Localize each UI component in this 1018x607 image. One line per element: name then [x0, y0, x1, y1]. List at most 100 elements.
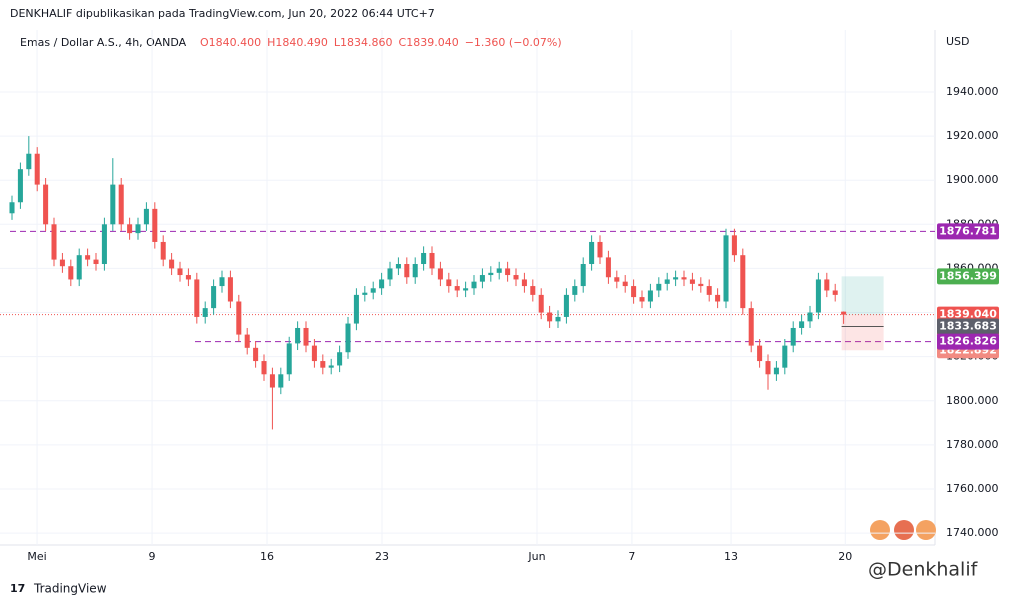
candle-body [76, 255, 82, 280]
candle-body [463, 288, 469, 291]
candle-body [765, 361, 771, 375]
candle-body [160, 241, 166, 260]
candle-body [43, 184, 49, 225]
candle-body [118, 184, 124, 225]
publisher: DENKHALIF dipublikasikan pada TradingVie… [10, 7, 435, 20]
flags [870, 520, 936, 540]
x-tick-label: 16 [260, 550, 274, 563]
candle-body [17, 169, 23, 203]
candle-body [563, 294, 569, 317]
candle-body [790, 327, 796, 346]
candle-body [328, 365, 334, 368]
candle-body [337, 352, 343, 366]
level-label-box [937, 333, 999, 350]
candle-body [505, 268, 511, 276]
candle-body [278, 374, 284, 388]
flag-icon [870, 520, 890, 540]
candle-body [253, 347, 259, 362]
candle-body [488, 272, 494, 276]
candle-body [807, 312, 813, 322]
target-label: 1856.399 [939, 269, 997, 282]
candle-body [311, 345, 317, 362]
candle-body [681, 277, 687, 280]
candle-body [127, 224, 133, 234]
candle-body [345, 323, 351, 353]
flag-icon [894, 520, 914, 540]
candle-body [547, 312, 553, 322]
candle-body [673, 277, 679, 280]
candle-body [815, 279, 821, 313]
x-tick-label: 7 [628, 550, 635, 563]
level-label-box [937, 223, 999, 240]
candle-body [404, 264, 410, 278]
candle-body [622, 281, 628, 287]
flag-icon [916, 520, 936, 540]
candle-body [723, 235, 729, 302]
y-tick-label: 1940.000 [946, 85, 999, 98]
y-tick-label: 1800.000 [946, 394, 999, 407]
candle-body [202, 308, 208, 317]
candle-body [698, 283, 704, 287]
x-tick-label: Mei [27, 550, 46, 563]
target-label-box [937, 268, 999, 285]
candle-body [51, 224, 57, 260]
candle-body [370, 288, 376, 293]
candle-body [429, 252, 435, 269]
candle-body [194, 279, 200, 317]
candle-body [639, 297, 645, 302]
candle-body [286, 343, 292, 375]
candle-body [841, 311, 847, 315]
position-line-label-box [937, 318, 999, 335]
position-line-label: 1833.683 [939, 319, 997, 332]
candle-body [143, 208, 149, 225]
x-tick-label: Jun [527, 550, 545, 563]
candle-body [219, 277, 225, 287]
candle-body [538, 294, 544, 313]
candle-body [521, 279, 527, 287]
x-tick-label: 9 [149, 550, 156, 563]
candle-body [362, 292, 368, 295]
candle-body [152, 208, 158, 242]
y-tick-label: 1740.000 [946, 526, 999, 539]
candle-body [353, 294, 359, 324]
candle-body [782, 345, 788, 368]
ohlc-value: C1839.040 [399, 36, 459, 49]
y-tick-label: 1780.000 [946, 438, 999, 451]
candle-body [513, 275, 519, 280]
candle-body [773, 367, 779, 375]
ohlc-value: −1.360 (−0.07%) [465, 36, 562, 49]
candle-body [412, 264, 418, 278]
candle-body [177, 268, 183, 276]
y-tick-label: 1920.000 [946, 129, 999, 142]
ohlc-value: O1840.400 [200, 36, 261, 49]
currency: USD [946, 35, 970, 48]
candle-body [479, 275, 485, 282]
logo-mark: 17 [10, 582, 25, 595]
candle-body [706, 286, 712, 295]
candle-body [9, 202, 15, 214]
candle-body [59, 259, 65, 267]
candle-body [446, 279, 452, 287]
candle-body [379, 279, 385, 289]
candle-body [295, 327, 301, 344]
ohlc-value: L1834.860 [334, 36, 393, 49]
candle-body [589, 241, 595, 265]
candle-body [185, 275, 191, 280]
candle-body [530, 286, 536, 295]
level-label: 1876.781 [939, 224, 997, 237]
candle-body [580, 264, 586, 287]
candle-body [757, 345, 763, 362]
candle-body [832, 290, 838, 295]
candle-body [227, 277, 233, 302]
candle-body [454, 286, 460, 291]
x-tick-label: 23 [375, 550, 389, 563]
candle-body [614, 277, 620, 282]
candle-body [555, 316, 561, 322]
y-tick-label: 1900.000 [946, 173, 999, 186]
candle-body [244, 334, 250, 348]
candle-body [572, 286, 578, 295]
candle-body [110, 184, 116, 225]
candle-body [631, 286, 637, 298]
candle-body [85, 255, 91, 260]
